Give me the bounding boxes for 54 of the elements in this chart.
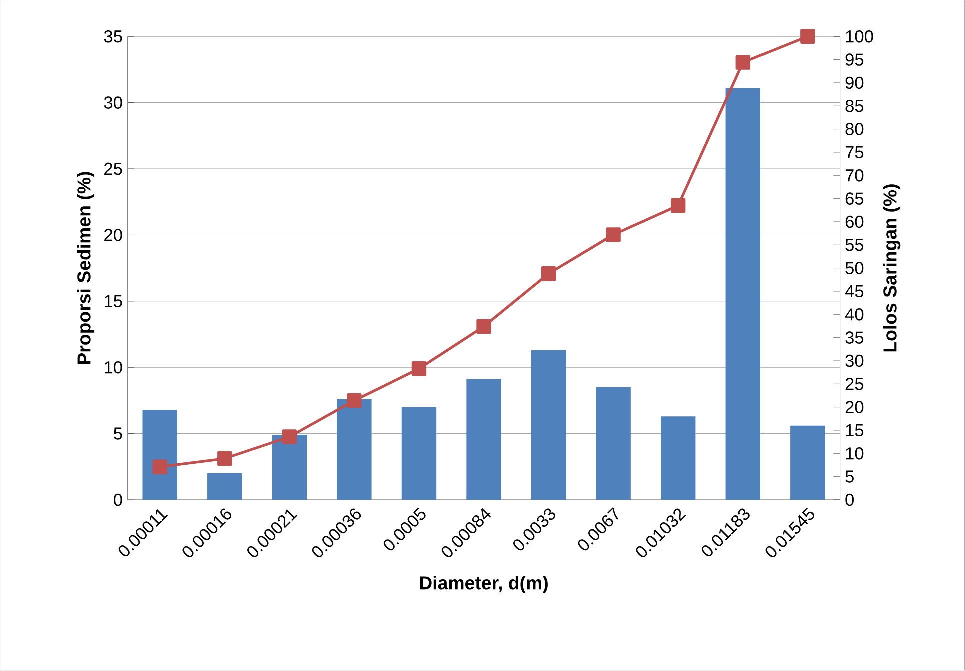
y2-tick-label: 25 [846,378,864,390]
y2-tick-label: 70 [846,170,864,182]
y2-tick-label: 80 [846,123,864,136]
y2-tick-label: 50 [846,262,864,275]
bar [596,388,631,500]
y2-tick-label: 35 [846,332,864,344]
bar [337,400,372,500]
y-axis-title: Proporsi Sedimen (%) [77,172,95,364]
y2-tick-label: 45 [845,286,864,298]
y-tick-label: 10 [105,362,122,374]
point [736,55,750,70]
y2-tick-label: 95 [846,54,864,66]
point [476,319,492,334]
y2-tick-label: 60 [846,216,864,228]
y2-tick-label: 30 [846,354,864,368]
y2-tick-label: 75 [846,146,864,159]
point [606,228,621,242]
bar [142,410,178,500]
y2-tick-label: 10 [846,448,864,460]
y-tick-label: 30 [104,96,122,110]
bar [531,350,566,500]
y-tick-label: 0 [114,494,122,506]
bar [208,474,242,500]
y2-tick-label: 15 [846,424,864,437]
x-axis-title: Diameter, d(m) [420,576,548,594]
point [152,460,168,475]
point [800,29,816,44]
y-tick-label: 35 [104,30,122,43]
y-tick-label: 15 [105,295,122,308]
bar [726,88,760,500]
bar [272,435,308,500]
bar [661,416,696,500]
y2-axis-title: Lolos Saringan (%) [883,184,901,352]
y-tick-label: 5 [114,428,122,440]
point [671,198,686,214]
bar [466,380,502,500]
y2-tick-label: 100 [846,30,874,43]
y-tick-label: 20 [104,229,122,242]
bar [402,407,437,500]
point [282,430,297,444]
point [412,362,427,376]
point [218,452,232,466]
y-tick-label: 25 [104,162,122,176]
point [541,266,556,282]
y2-tick-label: 0 [846,494,854,506]
y2-tick-label: 55 [846,239,864,252]
y2-tick-label: 20 [846,401,864,414]
y2-tick-label: 85 [846,100,864,112]
y2-tick-label: 65 [846,192,864,206]
bar [790,426,826,500]
point [347,394,362,408]
y2-tick-label: 5 [846,470,854,484]
y2-tick-label: 40 [845,308,864,321]
y2-tick-label: 90 [846,76,864,90]
